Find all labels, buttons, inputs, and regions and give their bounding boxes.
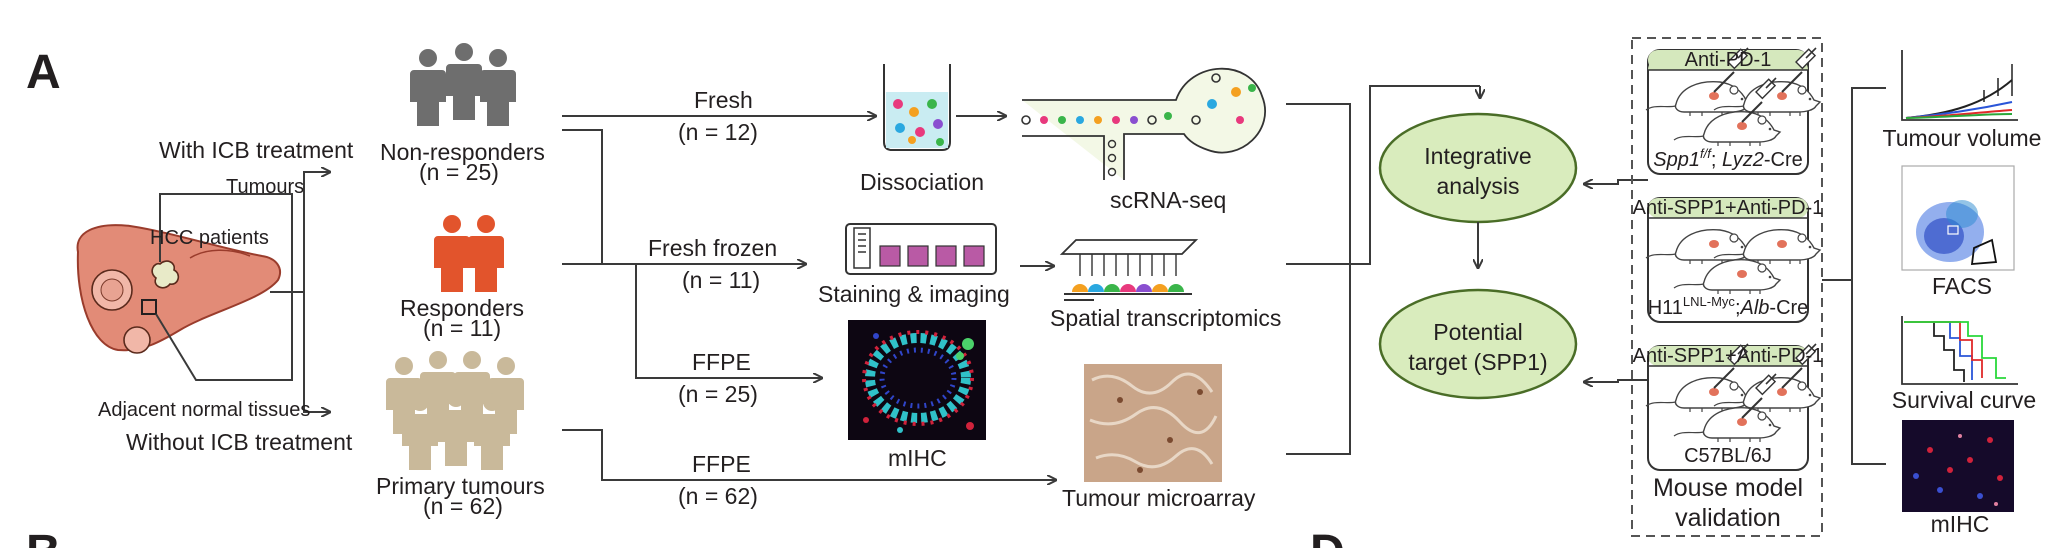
scrna-seq-chip-icon bbox=[1021, 67, 1266, 180]
panel-label-b: B bbox=[26, 526, 61, 548]
ffpe1-n: (n = 25) bbox=[678, 381, 758, 407]
fresh-frozen-n: (n = 11) bbox=[682, 267, 760, 293]
mouse-box-2-genotype: H11LNL-Myc;Alb-Cre bbox=[1648, 294, 1809, 319]
ffpe1-label: FFPE bbox=[692, 349, 751, 375]
dissociation-label: Dissociation bbox=[860, 169, 984, 195]
facs-label: FACS bbox=[1932, 273, 1992, 299]
tumour-microarray-label: Tumour microarray bbox=[1062, 485, 1256, 511]
mouse-box-3 bbox=[1645, 343, 1821, 471]
mouse-box-1-title: Anti-PD-1 bbox=[1685, 49, 1772, 71]
ffpe2-n: (n = 62) bbox=[678, 483, 758, 509]
fresh-n: (n = 12) bbox=[678, 119, 758, 145]
panel-label-a: A bbox=[26, 46, 61, 99]
liver-illustration bbox=[76, 224, 281, 354]
with-icb-label: With ICB treatment bbox=[159, 137, 354, 163]
staining-label: Staining & imaging bbox=[818, 281, 1010, 307]
target-label-1: Potential bbox=[1433, 319, 1523, 345]
survival-curve-chart bbox=[1901, 316, 2018, 385]
primary-tumours-n: (n = 62) bbox=[423, 493, 503, 519]
non-responders-n: (n = 25) bbox=[419, 159, 499, 185]
non-responders-label: Non-responders bbox=[380, 139, 545, 165]
scrna-seq-label: scRNA-seq bbox=[1110, 187, 1226, 213]
mouse-mihc-label: mIHC bbox=[1931, 511, 1990, 537]
mouse-model-panel bbox=[1631, 37, 1823, 537]
responders-label: Responders bbox=[400, 295, 524, 321]
tumour-microarray-image bbox=[1084, 364, 1222, 482]
without-icb-label: Without ICB treatment bbox=[126, 429, 353, 455]
mouse-validation-label-2: validation bbox=[1675, 504, 1781, 532]
responders-n: (n = 11) bbox=[423, 315, 501, 341]
fresh-label: Fresh bbox=[694, 87, 753, 113]
mouse-box-2-title: Anti-SPP1+Anti-PD-1 bbox=[1633, 197, 1824, 219]
mouse-box-3-genotype: C57BL/6J bbox=[1684, 445, 1772, 467]
survival-label: Survival curve bbox=[1892, 387, 2036, 413]
dissociation-beaker-icon bbox=[883, 64, 951, 151]
target-label-2: target (SPP1) bbox=[1408, 349, 1547, 375]
mihc-image bbox=[848, 320, 986, 440]
potential-target-node bbox=[1378, 288, 1578, 400]
mouse-mihc-image bbox=[1902, 420, 2014, 512]
panel-label-d: D bbox=[1310, 526, 1345, 548]
hcc-patients-label: HCC patients bbox=[150, 227, 269, 249]
non-responders-icon bbox=[410, 43, 516, 126]
facs-plot bbox=[1901, 165, 2015, 271]
integrative-label-1: Integrative bbox=[1424, 143, 1531, 169]
integrative-label-2: analysis bbox=[1436, 173, 1519, 199]
spatial-label: Spatial transcriptomics bbox=[1050, 305, 1281, 331]
ffpe2-label: FFPE bbox=[692, 451, 751, 477]
primary-tumours-label: Primary tumours bbox=[376, 473, 545, 499]
tumour-volume-chart bbox=[1901, 50, 2018, 121]
tumours-label: Tumours bbox=[226, 176, 304, 198]
staining-slide-icon bbox=[845, 223, 997, 275]
fresh-frozen-label: Fresh frozen bbox=[648, 235, 777, 261]
mouse-box-2 bbox=[1645, 197, 1821, 323]
mouse-validation-label-1: Mouse model bbox=[1653, 474, 1803, 502]
mouse-box-3-title: Anti-SPP1+Anti-PD-1 bbox=[1633, 345, 1824, 367]
tumour-volume-label: Tumour volume bbox=[1883, 125, 2042, 151]
spatial-array-icon bbox=[1059, 239, 1199, 301]
primary-tumours-icon bbox=[386, 351, 524, 470]
adjacent-label: Adjacent normal tissues bbox=[98, 399, 310, 421]
mouse-box-1 bbox=[1645, 47, 1821, 175]
mouse-box-1-genotype: Spp1f/f; Lyz2-Cre bbox=[1653, 146, 1802, 171]
responders-icon bbox=[434, 215, 504, 292]
mihc-label: mIHC bbox=[888, 445, 947, 471]
